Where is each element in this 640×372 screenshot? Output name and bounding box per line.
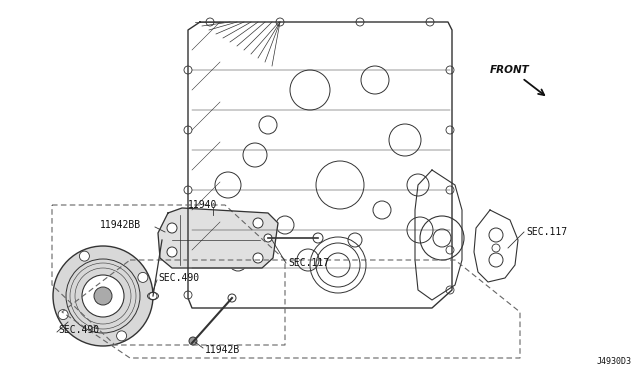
Circle shape <box>276 18 284 26</box>
Circle shape <box>184 291 192 299</box>
Circle shape <box>206 18 214 26</box>
Circle shape <box>446 246 454 254</box>
Circle shape <box>356 18 364 26</box>
Text: SEC.490: SEC.490 <box>58 325 99 335</box>
Circle shape <box>189 337 197 345</box>
Text: 11942BB: 11942BB <box>100 220 141 230</box>
Circle shape <box>138 272 148 282</box>
Circle shape <box>446 66 454 74</box>
Text: J4930D3: J4930D3 <box>597 357 632 366</box>
Circle shape <box>228 294 236 302</box>
Circle shape <box>446 126 454 134</box>
Circle shape <box>446 286 454 294</box>
Text: SEC.117: SEC.117 <box>526 227 567 237</box>
Circle shape <box>184 246 192 254</box>
Polygon shape <box>158 208 278 268</box>
Circle shape <box>492 244 500 252</box>
Circle shape <box>116 331 127 341</box>
Text: 11942B: 11942B <box>205 345 240 355</box>
Circle shape <box>184 126 192 134</box>
Text: FRONT: FRONT <box>490 65 530 75</box>
Text: SEC.117: SEC.117 <box>288 258 329 268</box>
Circle shape <box>82 275 124 317</box>
Circle shape <box>167 223 177 233</box>
Circle shape <box>313 233 323 243</box>
Circle shape <box>53 246 153 346</box>
Circle shape <box>264 234 272 242</box>
Circle shape <box>79 251 90 261</box>
Circle shape <box>446 186 454 194</box>
Circle shape <box>184 66 192 74</box>
Circle shape <box>253 218 263 228</box>
Circle shape <box>426 18 434 26</box>
Text: 11940: 11940 <box>188 200 218 210</box>
Circle shape <box>167 247 177 257</box>
Text: SEC.490: SEC.490 <box>158 273 199 283</box>
Circle shape <box>94 287 112 305</box>
Circle shape <box>149 292 157 300</box>
Circle shape <box>184 186 192 194</box>
Circle shape <box>253 253 263 263</box>
Circle shape <box>58 310 68 320</box>
